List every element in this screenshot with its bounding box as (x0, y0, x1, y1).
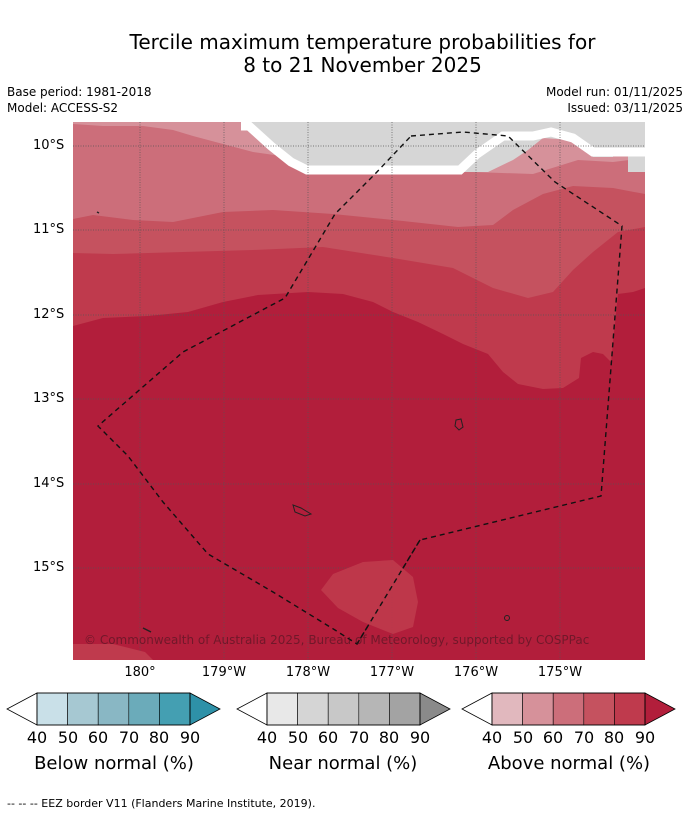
colorbar-above-cell-40 (491, 692, 523, 726)
lat-label-12s: 12°S (33, 307, 65, 322)
tick-below-50: 50 (57, 728, 79, 747)
colorbar-above-arrow (644, 692, 676, 726)
bottom-left-patch (73, 644, 153, 660)
tick-above-40: 40 (481, 728, 503, 747)
lon-label-177w: 177°W (369, 665, 415, 680)
tick-below-40: 40 (26, 728, 48, 747)
lat-label-13s: 13°S (33, 391, 65, 406)
colorbar-below-cells (36, 692, 191, 726)
colorbar-above (461, 692, 676, 726)
colorbar-above-cell-70 (583, 692, 615, 726)
colorbar-above-cell-60 (552, 692, 585, 726)
left-pale-strip (173, 122, 223, 138)
tick-above-80: 80 (603, 728, 625, 747)
meta-left: Base period: 1981-2018 Model: ACCESS-S2 (7, 84, 152, 116)
lon-label-176w: 176°W (453, 665, 499, 680)
lat-label-15s: 15°S (33, 560, 65, 575)
copyright-credit: © Commonwealth of Australia 2025, Bureau… (84, 633, 590, 647)
island-bottom-left (142, 627, 152, 633)
tick-above-50: 50 (512, 728, 534, 747)
colorbar-below-arrow (189, 692, 221, 726)
tick-below-60: 60 (87, 728, 109, 747)
footnote-eez: -- -- -- EEZ border V11 (Flanders Marine… (7, 797, 316, 810)
tick-near-60: 60 (317, 728, 339, 747)
tick-below-80: 80 (148, 728, 170, 747)
tick-near-70: 70 (348, 728, 370, 747)
colorbar-above-cell-80 (614, 692, 646, 726)
colorbar-above-cell-50 (522, 692, 554, 726)
island-east (454, 418, 464, 431)
issued-date: Issued: 03/11/2025 (567, 101, 683, 115)
colorbar-near-arrow (419, 692, 451, 726)
colorbar-below-cell-60 (97, 692, 130, 726)
colorbar-near-cell-40 (266, 692, 298, 726)
colorbar-below-cell-70 (128, 692, 160, 726)
lon-label-179w: 179°W (201, 665, 247, 680)
tick-above-90: 90 (634, 728, 656, 747)
eez-border-overlay (356, 539, 421, 645)
colorbar-near-cell-80 (389, 692, 421, 726)
colorbar-near-cell-60 (327, 692, 360, 726)
model-run: Model run: 01/11/2025 (545, 85, 683, 99)
meta-right: Model run: 01/11/2025 Issued: 03/11/2025 (546, 84, 683, 116)
lat-label-14s: 14°S (33, 476, 65, 491)
tick-below-90: 90 (179, 728, 201, 747)
lon-label-175w: 175°W (537, 665, 583, 680)
tick-near-90: 90 (409, 728, 431, 747)
colorbar-below-cell-50 (67, 692, 99, 726)
probability-map (73, 122, 645, 660)
colorbar-near-cell-70 (358, 692, 390, 726)
model-name: Model: ACCESS-S2 (7, 101, 119, 115)
eez-border (96, 131, 623, 645)
tick-near-40: 40 (256, 728, 278, 747)
island-north-west (96, 211, 100, 214)
lon-label-178w: 178°W (285, 665, 331, 680)
colorbar-near (236, 692, 451, 726)
gridlines (73, 122, 645, 660)
map-title: Tercile maximum temperature probabilitie… (129, 30, 596, 77)
tick-near-50: 50 (287, 728, 309, 747)
tick-below-70: 70 (118, 728, 140, 747)
lat-label-11s: 11°S (33, 222, 65, 237)
colorbar-near-cells (266, 692, 421, 726)
island-small (504, 615, 510, 621)
colorbar-near-cell-50 (297, 692, 329, 726)
tick-above-60: 60 (542, 728, 564, 747)
colorbar-below (6, 692, 221, 726)
pale-patch (321, 560, 418, 634)
legend-title-below: Below normal (%) (34, 753, 194, 774)
island-south (292, 504, 313, 517)
lon-label-180: 180° (124, 665, 156, 680)
lat-label-10s: 10°S (33, 138, 65, 153)
tick-above-70: 70 (573, 728, 595, 747)
base-period: Base period: 1981-2018 (7, 85, 152, 99)
legend-title-near: Near normal (%) (268, 753, 418, 774)
colorbar-above-cells (491, 692, 646, 726)
colorbar-below-cell-40 (36, 692, 68, 726)
tick-near-80: 80 (378, 728, 400, 747)
colorbar-below-cell-80 (159, 692, 191, 726)
legend-title-above: Above normal (%) (487, 753, 651, 774)
